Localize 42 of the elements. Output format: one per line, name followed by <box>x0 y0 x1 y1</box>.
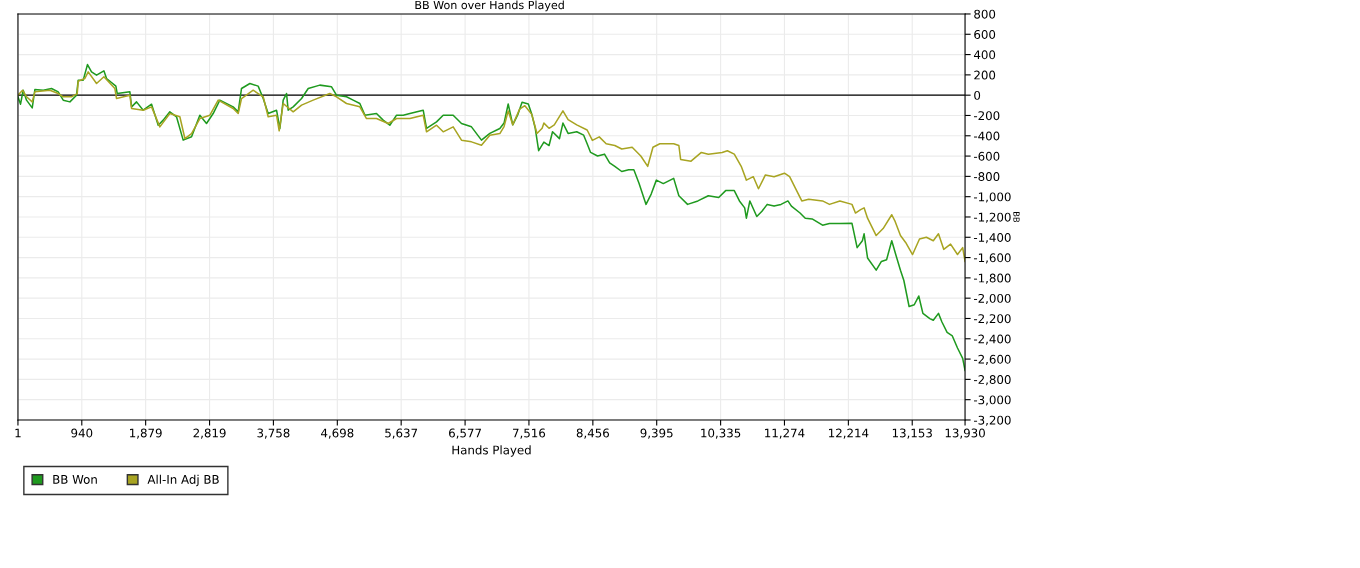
x-tick-label: 10,335 <box>701 428 741 439</box>
y-tick-label: 400 <box>973 50 996 60</box>
x-tick-label: 6,577 <box>449 428 481 439</box>
y-tick-label: 800 <box>974 9 996 19</box>
x-tick-label: 11,274 <box>765 428 805 439</box>
y-tick-label: -1,600 <box>973 253 1011 264</box>
y-tick-label: -3,000 <box>973 395 1011 406</box>
y-tick-label: -1,200 <box>973 212 1011 223</box>
x-tick-label: 9,395 <box>640 428 673 439</box>
y-tick-label: -600 <box>973 151 1000 161</box>
y-tick-label: -200 <box>973 111 1000 121</box>
y-tick-label: -1,400 <box>973 233 1011 244</box>
x-tick-label: 7,516 <box>513 428 546 439</box>
y-tick-label: -400 <box>973 131 1000 141</box>
y-tick-label: -2,000 <box>973 293 1011 305</box>
x-tick-label: 8,456 <box>576 428 610 439</box>
x-tick-label: 4,698 <box>321 428 354 439</box>
y-tick-label: -2,800 <box>973 375 1011 386</box>
x-tick-label: 5,637 <box>385 428 418 439</box>
legend-label: All-In Adj BB <box>147 474 219 487</box>
x-tick-label: 1,879 <box>130 428 162 439</box>
chart-title: BB Won over Hands Played <box>415 0 564 12</box>
y-tick-label: 0 <box>974 90 981 100</box>
x-tick-label: 2,819 <box>193 428 226 439</box>
y-tick-label: -2,200 <box>973 314 1011 325</box>
x-tick-label: 1 <box>15 428 21 438</box>
x-tick-label: 940 <box>71 428 93 438</box>
legend-label: BB Won <box>53 475 97 484</box>
y-tick-label: -1,800 <box>973 273 1011 284</box>
y-tick-label: -1,000 <box>973 192 1011 203</box>
x-tick-label: 13,153 <box>892 428 932 439</box>
y-tick-label: 200 <box>974 70 996 80</box>
y-tick-label: -2,600 <box>973 354 1011 365</box>
x-tick-label: 3,758 <box>257 428 290 439</box>
y-tick-label: 600 <box>974 30 996 39</box>
y-tick-label: -800 <box>973 172 1000 182</box>
y-tick-label: -2,400 <box>973 334 1011 345</box>
x-tick-label: 13,930 <box>945 428 985 439</box>
y-tick-label: -3,200 <box>973 415 1011 426</box>
x-axis-title: Hands Played <box>452 445 531 457</box>
x-tick-label: 12,214 <box>829 428 869 439</box>
y-axis-title: BB <box>1013 212 1020 223</box>
